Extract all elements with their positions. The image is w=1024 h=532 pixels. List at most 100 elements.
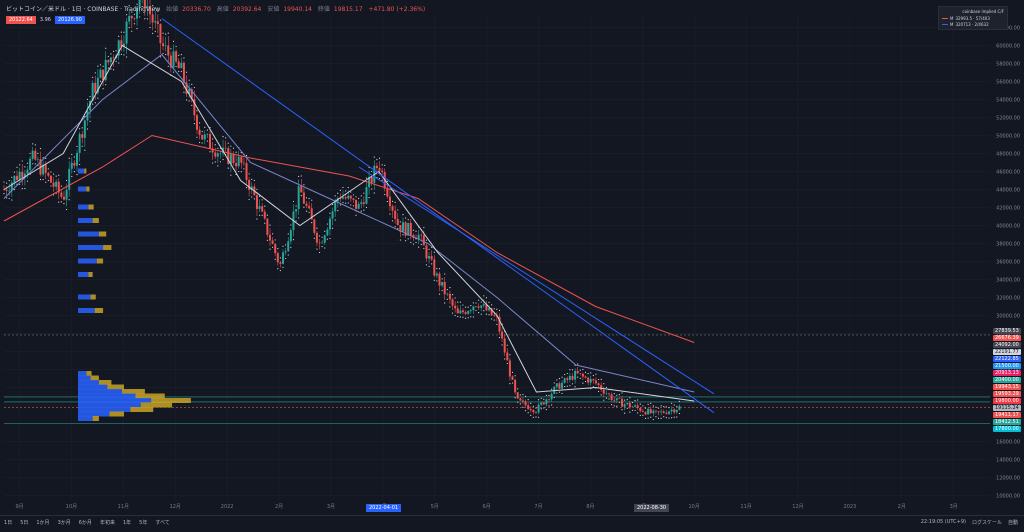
pivot-dot <box>321 236 323 238</box>
candle-body <box>232 154 235 164</box>
pivot-dot <box>676 416 678 418</box>
pivot-dot <box>660 405 662 407</box>
candle-body <box>261 206 264 212</box>
pivot-dot <box>454 314 456 317</box>
auto-scale-toggle[interactable]: 自動 <box>1007 519 1018 526</box>
timeframe-button[interactable]: 1日 <box>4 519 13 526</box>
pivot-dot <box>621 392 623 394</box>
timeframe-button[interactable]: 6か月 <box>78 519 92 526</box>
pivot-dot <box>26 180 29 182</box>
pivot-dot <box>16 166 18 168</box>
price-label: 19115.24 <box>993 405 1021 411</box>
pivot-dot <box>183 57 185 59</box>
indicator-line <box>3 44 695 402</box>
pivot-dot <box>553 382 555 384</box>
candle-body <box>623 404 626 407</box>
log-scale-toggle[interactable]: ログスケール <box>971 519 1002 526</box>
candle-body <box>26 169 29 174</box>
candle-body <box>469 310 472 312</box>
pivot-dot <box>47 168 49 170</box>
pivot-dot <box>52 173 55 175</box>
pivot-dot <box>175 65 177 68</box>
candle-body <box>394 210 397 220</box>
pivot-dot <box>337 192 339 194</box>
pivot-dot <box>394 226 396 228</box>
pivot-dot <box>3 181 5 183</box>
timeframe-button[interactable]: 1か月 <box>36 519 50 526</box>
timeframe-button[interactable]: 1年 <box>122 519 132 526</box>
pivot-dot <box>167 32 169 34</box>
pivot-dot <box>415 241 417 244</box>
volume-profile-bar-sell <box>88 272 93 277</box>
volume-profile-bar-buy <box>78 371 87 376</box>
pivot-dot <box>34 163 36 165</box>
pivot-dot <box>21 160 23 162</box>
pivot-dot <box>530 414 532 417</box>
candle-body <box>172 51 175 68</box>
pivot-dot <box>613 392 615 395</box>
candle-body <box>621 398 624 407</box>
candle-body <box>602 389 605 394</box>
timeframe-button[interactable]: 5年 <box>139 519 148 526</box>
price-label: 19411.17 <box>993 412 1021 418</box>
pivot-dot <box>172 71 175 73</box>
candle-body <box>164 45 167 47</box>
candle-body <box>342 197 345 199</box>
pivot-dot <box>553 396 555 398</box>
timeframe-button[interactable]: 年初来 <box>99 519 115 526</box>
candle-body <box>417 234 420 240</box>
pivot-dot <box>13 189 16 191</box>
pivot-dot <box>587 373 589 375</box>
candle-body <box>475 306 478 308</box>
timeframe-button[interactable]: 5日 <box>20 519 29 526</box>
pivot-dot <box>84 149 86 151</box>
pivot-dot <box>71 153 73 156</box>
candle-body <box>310 208 313 220</box>
sell-button[interactable]: 20122.64 <box>6 16 36 24</box>
candle-body <box>425 245 428 259</box>
pivot-dot <box>264 205 266 207</box>
pivot-dot <box>329 212 331 214</box>
candle-body <box>576 370 579 374</box>
indicator-legend[interactable]: coinbase implied C/F M 32993.5 · 57/403 … <box>938 6 1008 30</box>
pivot-dot <box>339 189 342 191</box>
pivot-dot <box>647 403 649 405</box>
pivot-dot <box>180 53 182 56</box>
pivot-dot <box>89 120 91 122</box>
candle-body <box>271 240 274 244</box>
candle-body <box>349 195 352 199</box>
pivot-dot <box>639 414 641 417</box>
x-tick-label: 10月 <box>689 504 700 510</box>
pivot-dot <box>444 302 446 304</box>
pivot-dot <box>45 181 47 183</box>
timeframe-button[interactable]: すべて <box>155 519 170 526</box>
pivot-dot <box>157 10 159 12</box>
pivot-dot <box>386 180 388 182</box>
pivot-dot <box>183 91 185 93</box>
pivot-dot <box>558 391 561 393</box>
y-tick-label: 42000.00 <box>996 206 1020 212</box>
candle-body <box>49 175 52 183</box>
pivot-dot <box>11 176 13 178</box>
pivot-dot <box>457 315 459 318</box>
pivot-dot <box>71 175 73 178</box>
pivot-dot <box>545 394 548 396</box>
candle-body <box>60 192 63 197</box>
candle-body <box>670 409 673 412</box>
pivot-dot <box>540 397 542 399</box>
pivot-dot <box>165 33 167 35</box>
pivot-dot <box>157 35 159 37</box>
candle-body <box>13 175 16 183</box>
pivot-dot <box>115 50 117 52</box>
symbol-title[interactable]: ビットコイン／米ドル · 1日 · COINBASE · TradingView <box>6 6 161 13</box>
buy-button[interactable]: 20126.90 <box>55 16 85 24</box>
pivot-dot <box>128 5 130 7</box>
timeframe-button[interactable]: 3か月 <box>57 519 71 526</box>
candle-body <box>594 380 597 384</box>
price-label: 19943.15 <box>993 384 1021 390</box>
candle-body <box>23 173 26 178</box>
candle-body <box>652 410 655 414</box>
pivot-dot <box>201 131 203 133</box>
